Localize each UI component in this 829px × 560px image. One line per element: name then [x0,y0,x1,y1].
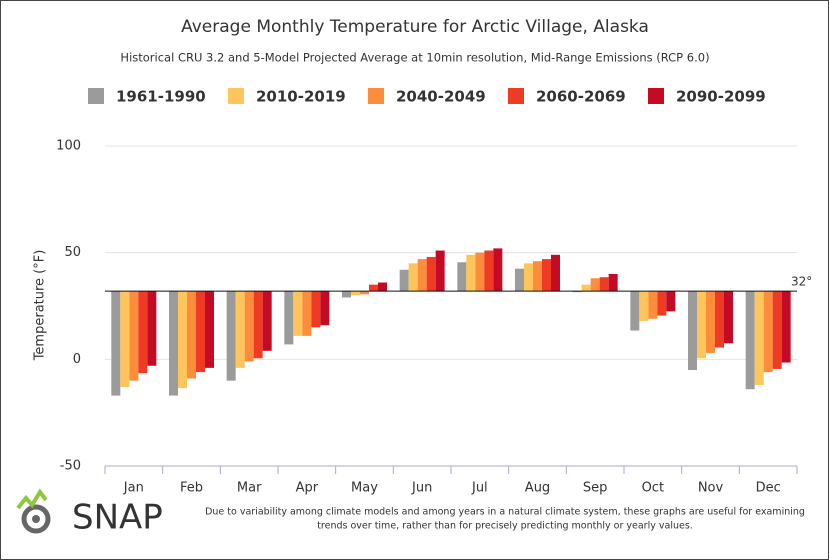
bar [551,254,560,292]
x-tick-label: Nov [698,481,724,496]
x-tick-label: Feb [180,481,203,496]
bar [590,278,600,292]
x-tick-label: Aug [525,481,550,496]
bar [205,291,214,368]
bar [147,291,157,366]
bar [196,291,205,373]
bar [111,291,121,396]
bar [129,291,139,381]
bar [178,291,187,389]
bar [724,291,733,344]
snap-logo: SNAP [16,488,163,538]
bar [493,248,503,292]
bar [688,291,697,370]
bar [475,252,485,292]
legend-label: 2010-2019 [256,88,346,106]
bar [293,291,303,336]
bar [524,263,533,292]
bar [657,291,667,316]
bar [302,291,312,336]
bar [426,256,436,292]
bar [417,259,427,292]
legend-label: 2060-2069 [536,88,626,106]
bar [515,268,524,292]
bar [581,284,591,292]
bar [715,291,724,348]
bar [320,291,330,326]
bar [697,291,706,359]
x-tick-label: May [351,481,378,496]
x-tick-label: Sep [583,481,608,496]
footnote: trends over time, rather than for precis… [317,521,693,532]
bar [639,291,649,321]
bar [311,291,321,328]
y-tick-label: 50 [64,245,81,260]
logo-text: SNAP [72,498,163,538]
bar [253,291,263,359]
chart-title: Average Monthly Temperature for Arctic V… [181,17,649,37]
bar [466,254,476,292]
legend-label: 2040-2049 [396,88,486,106]
legend-label: 2090-2099 [676,88,766,106]
legend-swatch [88,88,104,104]
legend-swatch [228,88,244,104]
y-tick-label: 100 [56,139,81,154]
x-tick-label: Mar [237,481,262,496]
bar [138,291,148,374]
x-tick-label: Apr [296,481,319,496]
bar [351,291,360,296]
bar [187,291,196,379]
x-tick-label: Jul [471,481,488,496]
bar [745,291,755,390]
y-tick-label: 0 [73,352,81,367]
bar [706,291,715,353]
bar [533,261,542,292]
bar [399,269,409,292]
legend-label: 1961-1990 [116,88,206,106]
bar [262,291,272,351]
bar [226,291,236,381]
bar [235,291,245,368]
bar [435,250,445,292]
bar [763,291,773,373]
bar [360,291,369,295]
bar [169,291,178,396]
bar [754,291,764,385]
legend-swatch [368,88,384,104]
legend-swatch [508,88,524,104]
bar [378,282,387,292]
bar [284,291,294,345]
bar [408,263,418,292]
x-tick-label: Dec [756,481,781,496]
bar [342,291,351,298]
footnote: Due to variability among climate models … [205,507,805,518]
x-tick-label: Jan [123,481,144,496]
bar [457,262,467,292]
x-tick-label: Jun [411,481,432,496]
bar [630,291,640,331]
x-tick-label: Oct [642,481,664,496]
bar [608,274,618,292]
bar [542,259,551,292]
bar [648,291,658,319]
bar [781,291,791,363]
bar [666,291,676,312]
baseline-label: 32° [791,275,812,289]
chart-subtitle: Historical CRU 3.2 and 5-Model Projected… [120,51,709,65]
bar [244,291,254,362]
bar [772,291,782,369]
y-axis-label: Temperature (°F) [33,250,48,362]
bar [599,277,609,292]
bar [572,291,582,293]
y-tick-label: -50 [60,459,81,474]
legend-swatch [648,88,664,104]
bar [369,284,378,292]
bar [120,291,130,388]
bar [484,250,494,292]
